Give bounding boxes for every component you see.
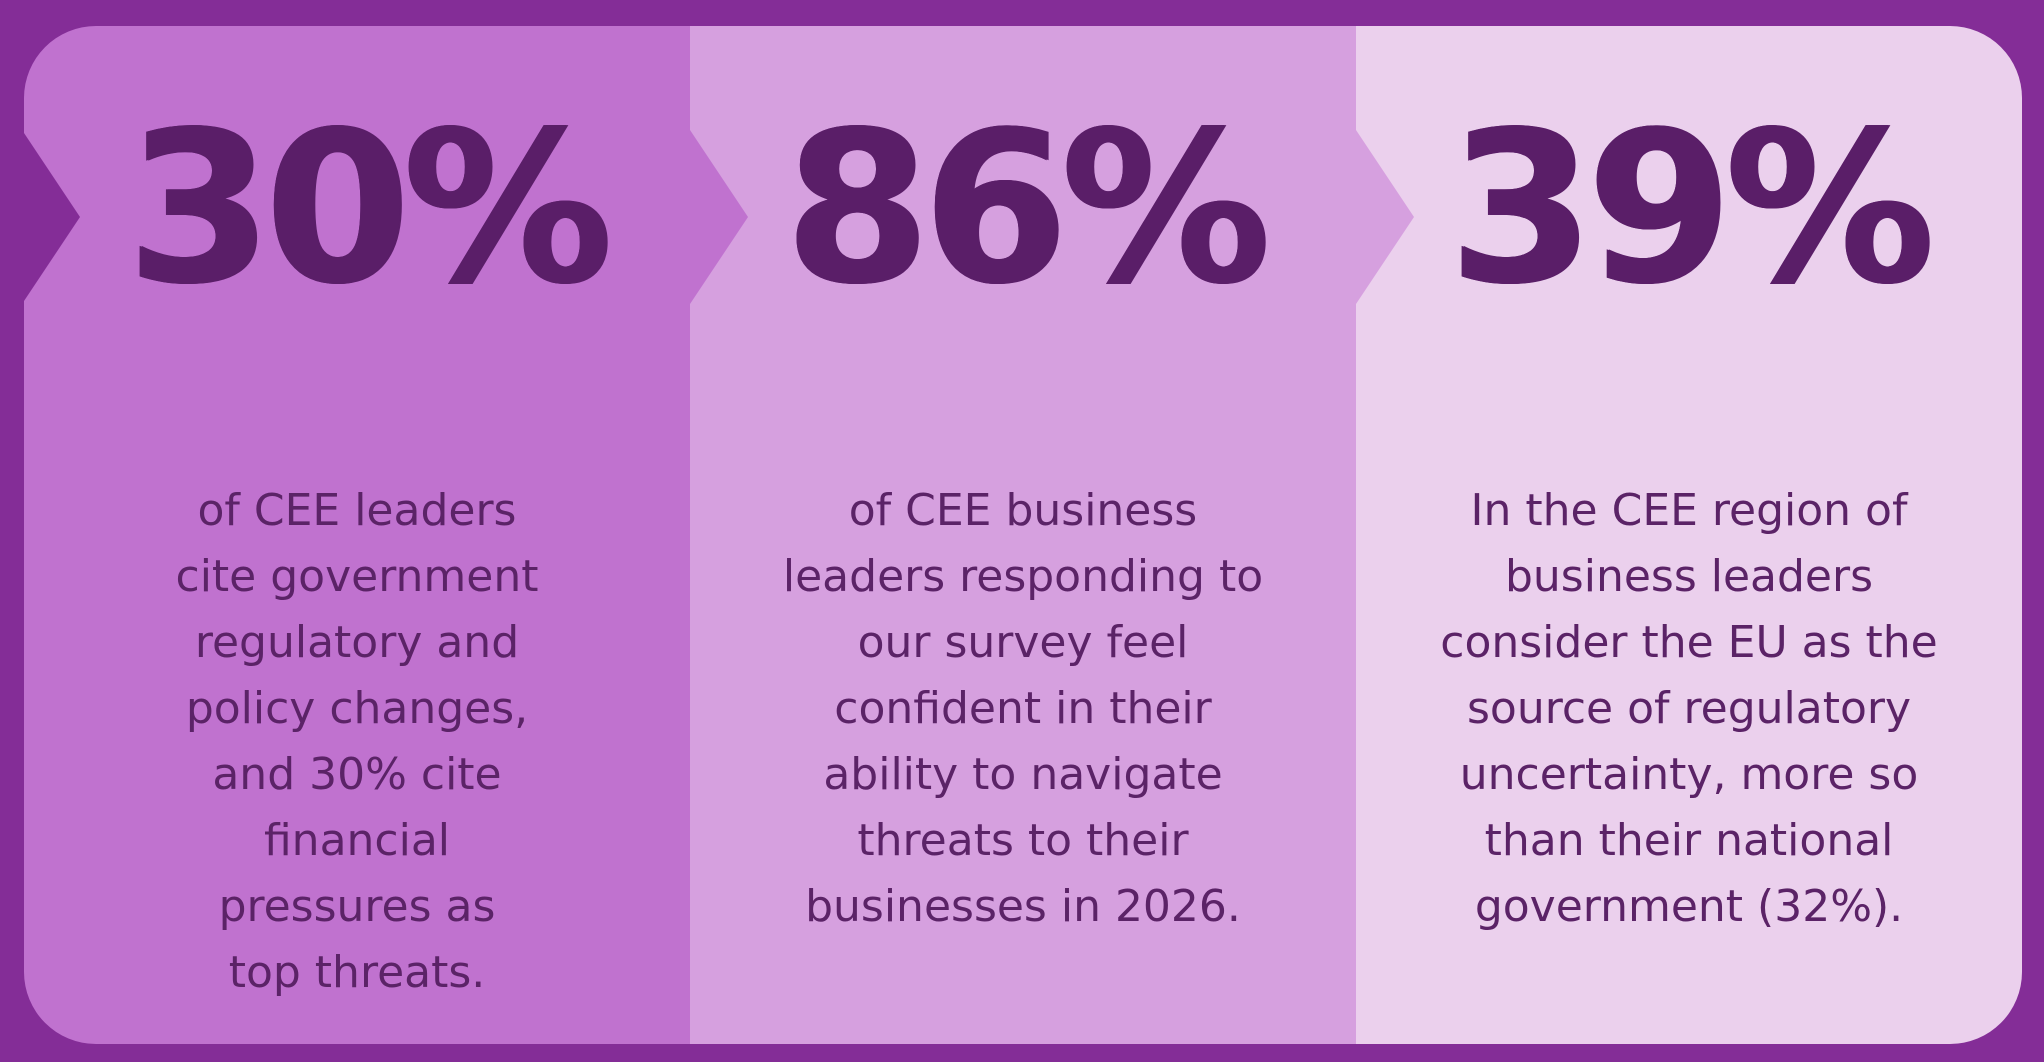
stat-panel-2: 86% of CEE business leaders responding t… xyxy=(690,26,1356,1044)
stat-description: In the CEE region of business leaders co… xyxy=(1440,485,1938,932)
stats-infographic: 30% of CEE leaders cite government regul… xyxy=(24,26,2022,1044)
stat-value: 30% xyxy=(125,86,613,331)
stat-description: of CEE business leaders responding to ou… xyxy=(782,485,1264,932)
stat-value: 86% xyxy=(783,86,1271,331)
stat-panel-1: 30% of CEE leaders cite government regul… xyxy=(24,26,690,1044)
stat-value: 39% xyxy=(1447,86,1935,331)
stat-description: of CEE leaders cite government regulator… xyxy=(175,485,539,998)
stat-panel-3: 39% In the CEE region of business leader… xyxy=(1356,26,2022,1044)
